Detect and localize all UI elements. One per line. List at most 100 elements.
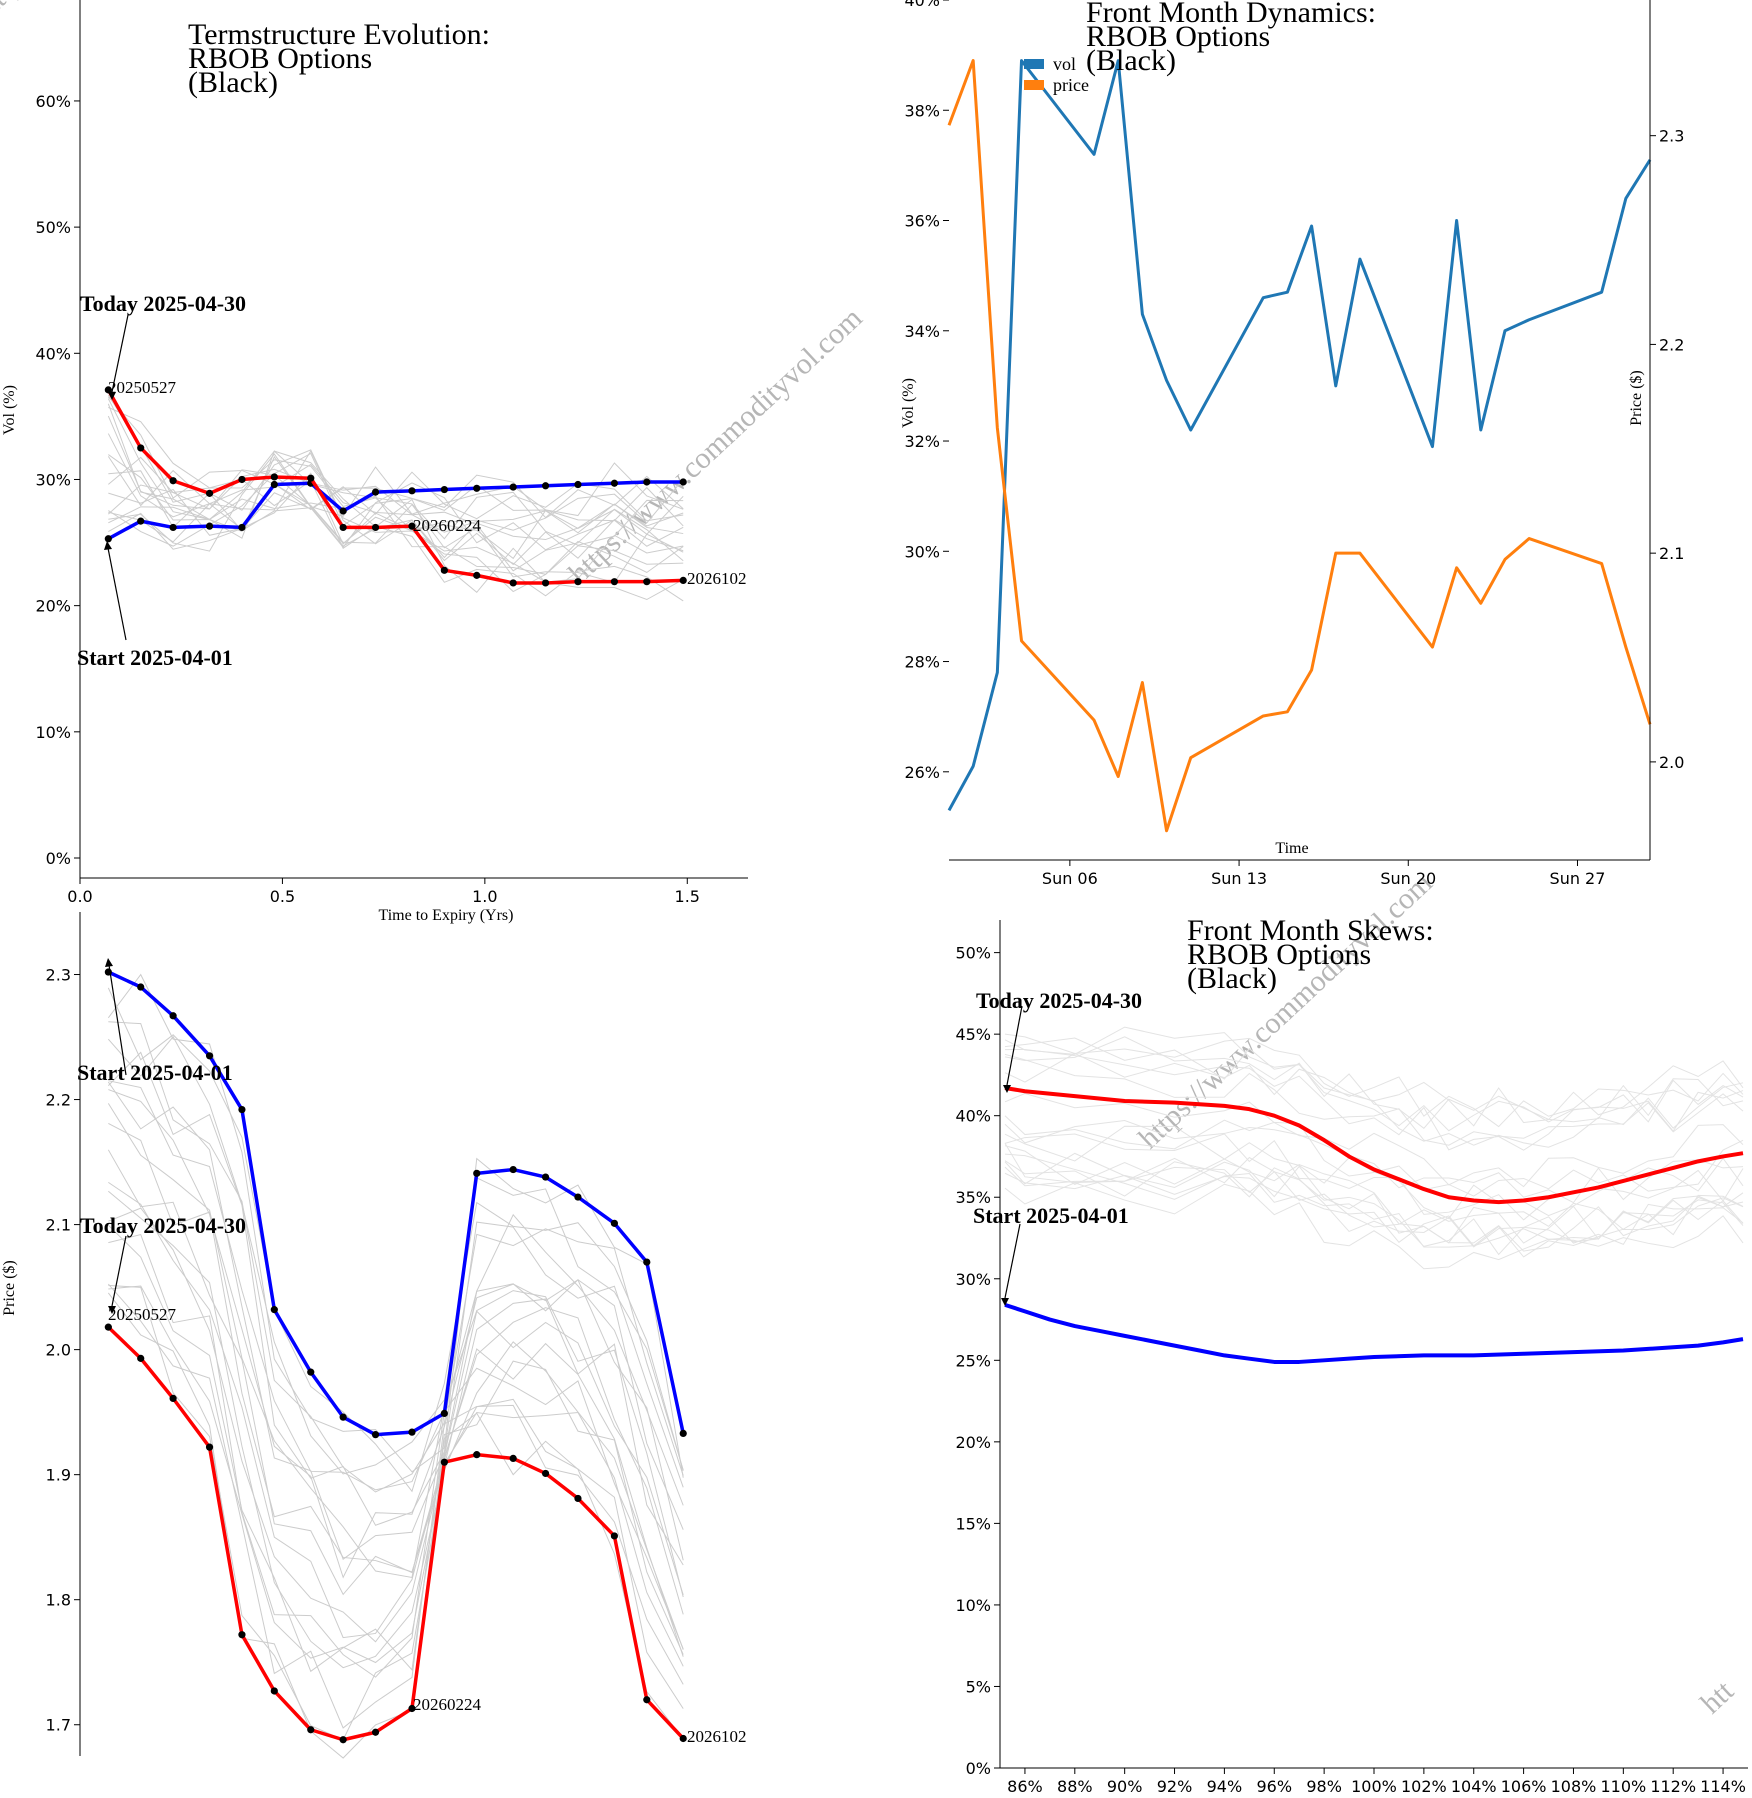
history-line <box>1004 1160 1744 1248</box>
y-tick: 2.3 <box>46 966 80 985</box>
today-arrow <box>111 1235 127 1307</box>
data-point-start <box>238 1105 246 1114</box>
y-tick: 10% <box>35 723 80 742</box>
y-tick-label: 1.7 <box>46 1716 71 1735</box>
x-tick: 112% <box>1650 1768 1696 1796</box>
x-tick-label: 98% <box>1306 1777 1342 1796</box>
data-point-start <box>371 488 380 496</box>
history-line <box>1004 1053 1744 1146</box>
y-tick: 28% <box>904 653 949 672</box>
series-line-today <box>107 1325 685 1742</box>
data-point-start <box>339 1413 347 1421</box>
axes: 26% 28% 30% 32% 34% 36% 38% 40% 2.0 2.1 2.2 2.3 Sun … <box>904 0 1684 888</box>
y-tick: 15% <box>955 1514 1000 1533</box>
y-tick-label: 2.3 <box>1659 127 1684 146</box>
history-line <box>108 1089 684 1579</box>
history-line <box>107 987 684 1493</box>
today-arrow <box>1006 1005 1023 1086</box>
data-point-today <box>541 579 550 587</box>
x-tick-label: 110% <box>1600 1777 1646 1796</box>
y-tick: 0% <box>966 1759 1000 1778</box>
y-tick-label: 26% <box>904 763 940 782</box>
title-line-3: (Black) <box>1086 44 1176 77</box>
start-annotation: Start 2025-04-01 <box>77 645 233 670</box>
history-line <box>1004 1182 1744 1270</box>
y-tick-label: 1.9 <box>46 1466 71 1485</box>
y-tick-label: 2.2 <box>46 1091 71 1110</box>
y-tick: 40% <box>904 0 949 10</box>
x-tick: 102% <box>1401 1768 1447 1796</box>
data-point-start <box>679 478 687 486</box>
history-line <box>108 406 684 602</box>
history-line <box>1004 1115 1744 1197</box>
y-tick-label: 60% <box>35 92 71 111</box>
data-point-start <box>473 1169 481 1177</box>
y-tick: 36% <box>904 212 949 231</box>
y-axis-label: Price ($) <box>1 1260 18 1316</box>
y-axis: 1.7 1.8 1.9 2.0 2.1 2.2 2.3 <box>46 966 80 1735</box>
series-line-today <box>106 389 684 585</box>
y-tick: 25% <box>955 1351 1000 1370</box>
x-tick: 100% <box>1351 1768 1397 1796</box>
contract-label-front: 20250527 <box>108 1305 177 1324</box>
title-line-1: Front Month Skews: <box>1187 914 1434 947</box>
y-tick-label: 2.3 <box>46 966 71 985</box>
history-line <box>108 1181 684 1639</box>
y-axis-right: 2.0 2.1 2.2 2.3 <box>1650 127 1684 772</box>
data-point-today <box>440 1458 448 1466</box>
x-tick-label: 102% <box>1401 1777 1447 1796</box>
history-line <box>1004 1052 1744 1148</box>
y-tick: 1.9 <box>46 1466 80 1485</box>
history-line <box>1004 1152 1744 1247</box>
x-tick: Sun 20 <box>1380 860 1436 888</box>
x-tick-label: 86% <box>1007 1777 1043 1796</box>
data-point-today <box>307 1726 315 1734</box>
x-tick: 88% <box>1057 1768 1093 1796</box>
x-tick-label: Sun 20 <box>1380 869 1436 888</box>
data-point-today <box>205 489 214 497</box>
chart-title: Front Month Dynamics: RBOB Options (Blac… <box>1086 0 1376 77</box>
title-line-2: RBOB Options <box>1086 20 1270 53</box>
data-point-start <box>270 1306 278 1314</box>
data-point-today <box>270 1687 278 1695</box>
y-tick-label: 30% <box>955 1270 991 1289</box>
x-tick: 94% <box>1207 1768 1243 1796</box>
data-point-start <box>509 483 517 491</box>
y-axis: 26% 28% 30% 32% 34% 36% 38% 40% <box>904 0 949 782</box>
y-tick-label: 2.1 <box>46 1216 71 1235</box>
y-tick-label: 2.2 <box>1659 335 1684 354</box>
x-tick: Sun 13 <box>1211 860 1267 888</box>
annotations: Today 2025-04-30 Start 2025-04-01 <box>973 988 1142 1306</box>
data-point-start <box>509 1165 517 1174</box>
data-point-today <box>440 566 448 574</box>
data-point-start <box>610 1219 619 1227</box>
x-tick-label: 92% <box>1157 1777 1193 1796</box>
today-annotation: Today 2025-04-30 <box>976 988 1142 1013</box>
x-tick: 86% <box>1007 1768 1043 1796</box>
x-tick-label: 108% <box>1551 1777 1597 1796</box>
data-point-today <box>339 1736 347 1744</box>
y-tick-label: 10% <box>955 1596 991 1615</box>
data-point-start <box>205 1052 214 1060</box>
y-axis-label-right: Price ($) <box>1628 370 1645 426</box>
x-tick-label: 96% <box>1256 1777 1292 1796</box>
start-arrowhead <box>1001 1298 1009 1306</box>
y-tick-label: 32% <box>904 432 940 451</box>
y-tick: 50% <box>955 944 1000 963</box>
y-tick-label: 28% <box>904 653 940 672</box>
x-tick: 0.5 <box>270 878 295 906</box>
y-axis-label: Vol (%) <box>900 378 917 428</box>
contract-label-mid: 20260224 <box>413 1695 482 1714</box>
data-point-start <box>307 1368 315 1376</box>
data-point-start <box>541 1173 550 1181</box>
y-tick-label: 10% <box>35 723 71 742</box>
y-tick-label: 30% <box>904 542 940 561</box>
x-tick-label: 94% <box>1207 1777 1243 1796</box>
x-tick-label: 0.0 <box>67 887 92 906</box>
series-line-start <box>1004 1302 1744 1364</box>
y-tick: 2.2 <box>46 1091 80 1110</box>
data-point-today <box>610 578 619 586</box>
start-arrow <box>108 964 127 1076</box>
x-tick: 1.5 <box>675 878 700 906</box>
y-tick: 2.0 <box>1650 753 1684 772</box>
